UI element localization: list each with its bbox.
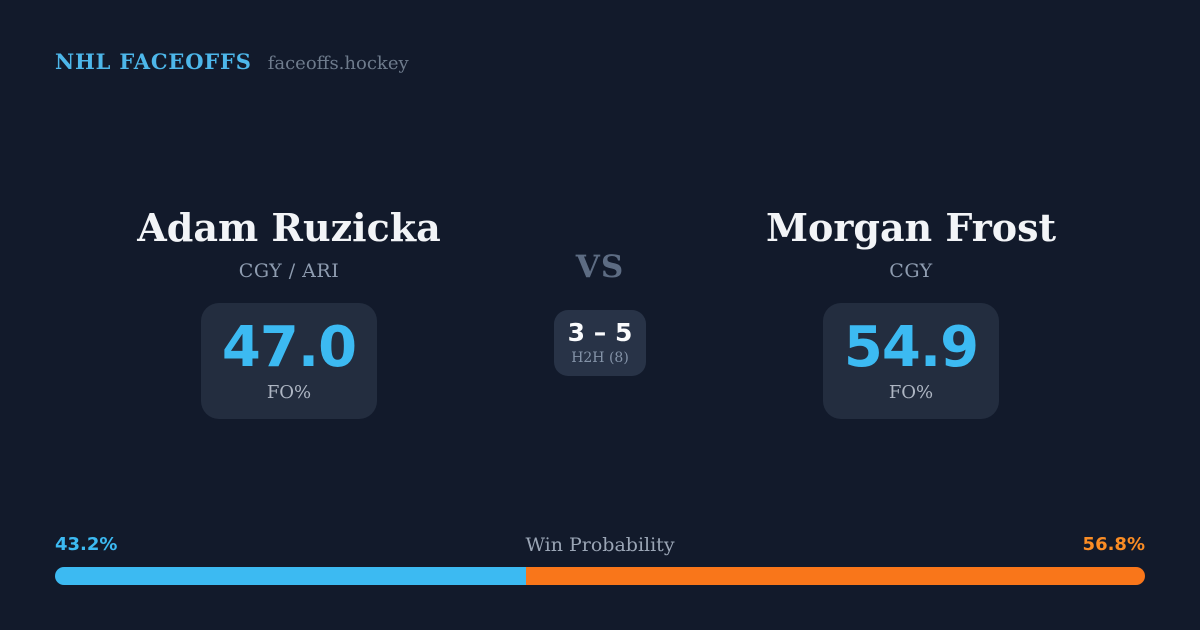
versus-section: VS 3 – 5 H2H (8) bbox=[500, 248, 700, 376]
player1-fo-label: FO% bbox=[266, 382, 312, 403]
win-probability-bar-player2 bbox=[525, 567, 1145, 585]
player1-fo-card: 47.0 FO% bbox=[201, 303, 377, 419]
h2h-card: 3 – 5 H2H (8) bbox=[554, 310, 646, 376]
player2-fo-card: 54.9 FO% bbox=[823, 303, 999, 419]
win-probability-title: Win Probability bbox=[525, 534, 675, 556]
player2-section: Morgan Frost CGY 54.9 FO% bbox=[726, 206, 1096, 419]
player2-fo-value: 54.9 bbox=[843, 315, 979, 380]
player1-name: Adam Ruzicka bbox=[137, 205, 441, 250]
h2h-score: 3 – 5 bbox=[567, 318, 633, 347]
win-probability-bar-player1 bbox=[55, 567, 526, 585]
win-probability-section: 43.2% Win Probability 56.8% bbox=[55, 533, 1145, 585]
player1-win-pct: 43.2% bbox=[55, 534, 118, 555]
brand-title: NHL FACEOFFS bbox=[55, 49, 252, 74]
player1-fo-value: 47.0 bbox=[221, 315, 357, 380]
win-probability-labels: 43.2% Win Probability 56.8% bbox=[55, 533, 1145, 557]
header: NHL FACEOFFS faceoffs.hockey bbox=[55, 49, 409, 74]
vs-label: VS bbox=[575, 249, 625, 285]
h2h-games-label: H2H (8) bbox=[571, 350, 629, 366]
site-domain: faceoffs.hockey bbox=[267, 53, 409, 74]
win-probability-bar bbox=[55, 567, 1145, 585]
player2-name: Morgan Frost bbox=[765, 205, 1057, 250]
player2-fo-label: FO% bbox=[888, 382, 934, 403]
player2-win-pct: 56.8% bbox=[1082, 534, 1145, 555]
player1-team: CGY / ARI bbox=[238, 260, 340, 282]
player1-section: Adam Ruzicka CGY / ARI 47.0 FO% bbox=[104, 206, 474, 419]
player2-team: CGY bbox=[889, 260, 933, 282]
